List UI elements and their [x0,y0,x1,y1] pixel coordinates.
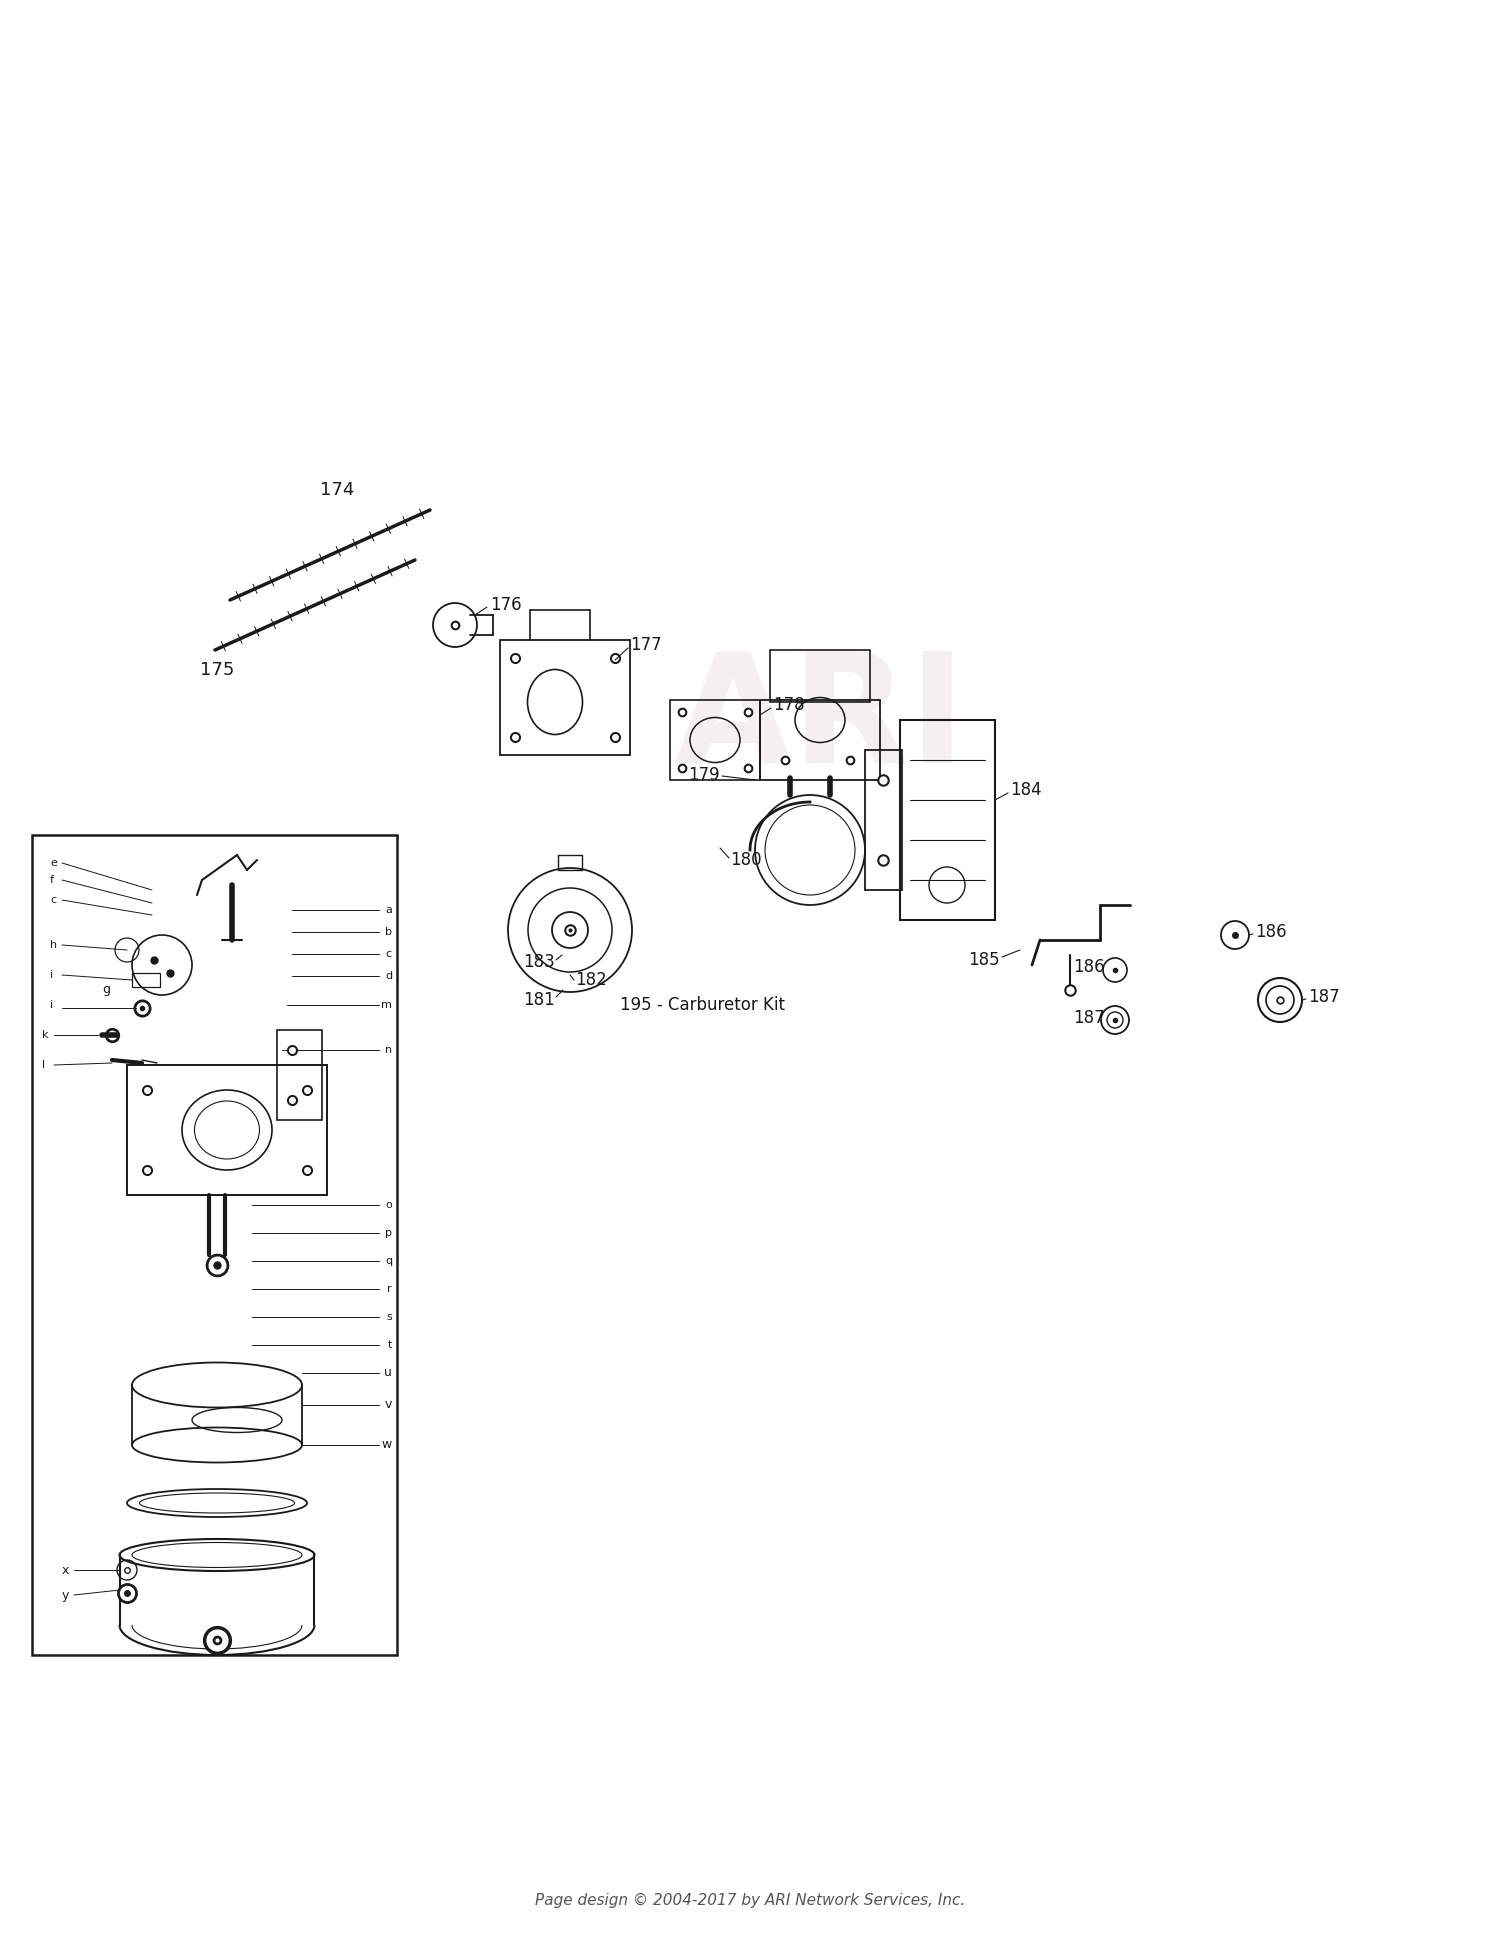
Text: b: b [386,928,392,938]
Text: f: f [50,875,54,885]
Text: u: u [384,1366,392,1380]
Text: d: d [386,970,392,980]
Text: 175: 175 [200,662,234,679]
Text: k: k [42,1031,48,1040]
Bar [770,650,870,703]
Text: 179: 179 [688,767,720,784]
Text: w: w [381,1438,392,1452]
Text: Page design © 2004-2017 by ARI Network Services, Inc.: Page design © 2004-2017 by ARI Network S… [536,1892,964,1908]
Text: i: i [50,970,52,980]
Text: o: o [386,1200,392,1209]
Text: t: t [387,1339,392,1351]
Text: s: s [387,1312,392,1322]
Text: p: p [386,1229,392,1238]
Text: h: h [50,939,57,949]
Text: 187: 187 [1308,988,1340,1005]
Text: 184: 184 [1010,780,1041,800]
Text: 186: 186 [1256,924,1287,941]
Text: ARI: ARI [674,646,966,794]
Bar [132,972,160,988]
Text: x: x [62,1564,69,1576]
Bar [865,749,901,891]
Bar [278,1031,322,1120]
Text: 186: 186 [1074,959,1106,976]
Text: r: r [387,1285,392,1295]
Text: 183: 183 [524,953,555,970]
Text: 195 - Carburetor Kit: 195 - Carburetor Kit [620,996,784,1013]
Text: 174: 174 [320,481,354,499]
Bar [900,720,995,920]
Text: e: e [50,858,57,868]
Text: 178: 178 [772,697,804,714]
Text: c: c [386,949,392,959]
Text: 185: 185 [969,951,1000,969]
Bar [670,701,760,780]
Text: c: c [50,895,55,905]
Text: g: g [102,984,110,996]
Text: n: n [386,1044,392,1056]
Bar [500,641,630,755]
Text: m: m [381,1000,392,1009]
Text: 177: 177 [630,637,662,654]
Text: i: i [50,1000,52,1009]
Bar [32,835,398,1656]
Text: l: l [42,1060,45,1069]
Text: v: v [384,1399,392,1411]
Text: 182: 182 [574,970,606,990]
Text: 180: 180 [730,850,762,870]
Text: a: a [386,905,392,914]
Text: y: y [62,1588,69,1601]
Text: 181: 181 [524,992,555,1009]
Text: 176: 176 [490,596,522,613]
Text: q: q [386,1256,392,1266]
Bar [760,701,880,780]
Bar [558,854,582,870]
Text: 187: 187 [1074,1009,1106,1027]
Bar [128,1066,327,1196]
